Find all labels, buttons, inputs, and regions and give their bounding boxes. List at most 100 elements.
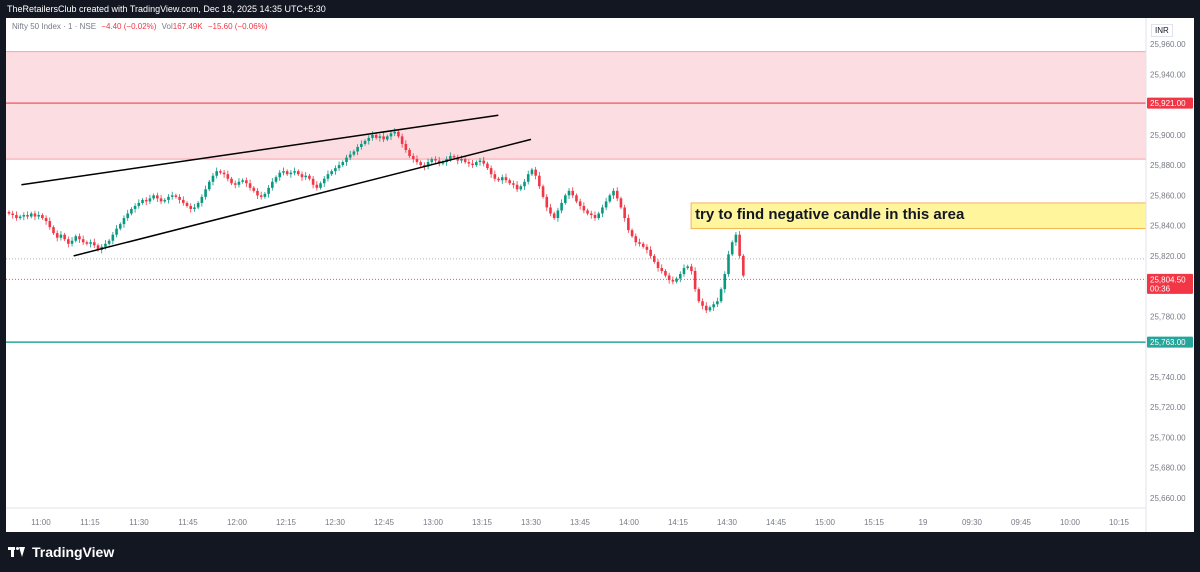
y-tick-label: 25,720.00 bbox=[1150, 403, 1186, 412]
candle-body bbox=[259, 195, 263, 197]
candle-body bbox=[497, 178, 500, 181]
candle-body bbox=[578, 201, 582, 206]
price-chart[interactable]: try to find negative candle in this area… bbox=[6, 18, 1194, 532]
candle-body bbox=[564, 195, 567, 203]
candle-body bbox=[311, 178, 315, 185]
candle-body bbox=[552, 213, 556, 219]
candle-body bbox=[85, 242, 89, 244]
candle-body bbox=[601, 207, 604, 214]
x-tick-label: 11:00 bbox=[31, 518, 51, 527]
candle-body bbox=[371, 134, 374, 138]
candle-body bbox=[345, 157, 348, 163]
candle-body bbox=[348, 154, 352, 158]
candle-body bbox=[641, 243, 645, 247]
candle-body bbox=[282, 171, 285, 173]
candle-body bbox=[63, 234, 66, 240]
candle-body bbox=[167, 196, 170, 200]
candle-body bbox=[204, 189, 207, 197]
x-tick-label: 14:45 bbox=[766, 518, 787, 527]
candle-body bbox=[419, 162, 422, 166]
candle-body bbox=[723, 274, 727, 290]
candle-body bbox=[697, 289, 701, 302]
candle-body bbox=[738, 234, 741, 256]
tradingview-logo-icon bbox=[8, 546, 26, 558]
candle-body bbox=[152, 195, 155, 199]
candle-body bbox=[267, 187, 270, 194]
chart-area[interactable]: try to find negative candle in this area… bbox=[6, 18, 1194, 532]
attribution-bar: TheRetailersClub created with TradingVie… bbox=[0, 0, 1200, 18]
footer-bar: TradingView bbox=[0, 532, 1200, 572]
candle-body bbox=[48, 221, 52, 228]
candle-body bbox=[634, 236, 638, 243]
candle-body bbox=[159, 198, 163, 202]
candle-body bbox=[126, 213, 129, 219]
candle-body bbox=[26, 215, 29, 217]
candle-body bbox=[200, 196, 204, 203]
candle-body bbox=[482, 160, 486, 164]
candle-body bbox=[44, 218, 48, 222]
candle-body bbox=[15, 215, 18, 219]
candle-body bbox=[237, 181, 241, 185]
candle-body bbox=[89, 242, 92, 244]
candle-body bbox=[11, 213, 15, 216]
candle-body bbox=[137, 202, 141, 206]
candle-body bbox=[508, 180, 511, 184]
y-tick-label: 25,680.00 bbox=[1150, 464, 1186, 473]
y-tick-label: 25,780.00 bbox=[1150, 312, 1186, 321]
candle-body bbox=[118, 224, 122, 229]
y-tick-label: 25,840.00 bbox=[1150, 222, 1186, 231]
candle-body bbox=[430, 159, 434, 163]
resistance-zone bbox=[6, 51, 1146, 160]
candle-body bbox=[296, 171, 300, 175]
currency-button[interactable]: INR bbox=[1151, 24, 1173, 37]
candle-body bbox=[304, 175, 308, 178]
candle-body bbox=[530, 169, 534, 175]
candle-body bbox=[29, 213, 33, 217]
candle-body bbox=[334, 168, 337, 172]
candle-body bbox=[185, 202, 189, 206]
candle-body bbox=[196, 202, 200, 208]
candle-body bbox=[589, 213, 593, 216]
candle-body bbox=[649, 249, 652, 256]
y-tick-label: 25,940.00 bbox=[1150, 70, 1186, 79]
x-tick-label: 14:00 bbox=[619, 518, 640, 527]
y-tick-label: 25,900.00 bbox=[1150, 131, 1186, 140]
candle-body bbox=[504, 177, 508, 181]
candle-body bbox=[148, 198, 152, 202]
last-price-tag-countdown: 00:36 bbox=[1150, 284, 1171, 293]
candle-body bbox=[274, 177, 278, 182]
candle-body bbox=[55, 233, 59, 238]
candle-body bbox=[193, 207, 196, 209]
x-tick-label: 12:45 bbox=[374, 518, 395, 527]
candle-body bbox=[352, 151, 356, 155]
tradingview-logo[interactable]: TradingView bbox=[8, 544, 114, 560]
x-tick-label: 10:15 bbox=[1109, 518, 1130, 527]
attribution-text: TheRetailersClub created with TradingVie… bbox=[7, 4, 326, 14]
candle-body bbox=[74, 236, 78, 241]
candle-body bbox=[541, 186, 545, 197]
candle-body bbox=[211, 175, 215, 182]
x-tick-label: 13:30 bbox=[521, 518, 542, 527]
support-price-tag-bg bbox=[1147, 336, 1193, 348]
candle-body bbox=[360, 143, 363, 147]
candle-body bbox=[400, 136, 404, 144]
candle-body bbox=[356, 146, 359, 152]
candle-body bbox=[33, 213, 37, 217]
tradingview-brand: TradingView bbox=[32, 544, 115, 560]
candle-body bbox=[322, 178, 326, 184]
candle-body bbox=[219, 171, 222, 173]
candle-body bbox=[263, 193, 267, 197]
candle-body bbox=[534, 169, 537, 176]
candle-body bbox=[363, 140, 367, 144]
candle-body bbox=[96, 245, 100, 250]
candle-body bbox=[426, 162, 430, 167]
candle-body bbox=[500, 177, 504, 181]
candle-body bbox=[207, 181, 211, 190]
candle-body bbox=[686, 266, 690, 268]
candle-body bbox=[67, 239, 70, 244]
y-tick-label: 25,660.00 bbox=[1150, 494, 1186, 503]
candle-body bbox=[708, 307, 712, 311]
candle-body bbox=[174, 195, 178, 197]
candle-body bbox=[660, 267, 664, 271]
x-tick-label: 09:45 bbox=[1011, 518, 1032, 527]
